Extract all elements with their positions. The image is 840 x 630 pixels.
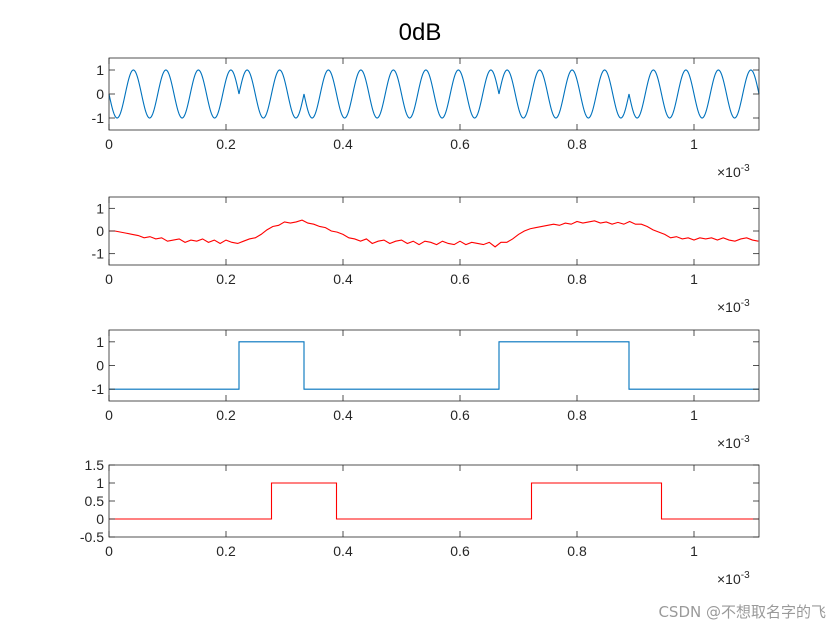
series-line — [109, 219, 759, 248]
y-tick-label: 1 — [96, 334, 104, 350]
x-tick-label: 0.2 — [216, 271, 236, 287]
x-tick-label: 0.2 — [216, 136, 236, 152]
watermark: CSDN @不想取名字的飞 — [658, 603, 826, 621]
x-tick-label: 0.6 — [450, 271, 470, 287]
axes-box — [108, 196, 760, 266]
y-tick-label: 0 — [96, 358, 104, 374]
x-tick-label: 1 — [690, 136, 698, 152]
x-tick-label: 1 — [690, 543, 698, 559]
x-tick-label: 0.4 — [333, 271, 353, 287]
x-tick-label: 1 — [690, 271, 698, 287]
x-tick-label: 0.2 — [216, 407, 236, 423]
subplot-2: 0 0.2 0.4 0.6 0.8 110-1×10-3 — [92, 196, 760, 315]
x-exponent-label: ×10-3 — [717, 570, 750, 587]
series-line — [109, 482, 759, 520]
y-tick-label: 0.5 — [85, 493, 105, 509]
x-tick-label: 0.8 — [567, 543, 587, 559]
x-tick-label: 0.2 — [216, 543, 236, 559]
y-tick-label: 1 — [96, 200, 104, 216]
y-tick-label: 0 — [96, 86, 104, 102]
x-tick-label: 0.6 — [450, 136, 470, 152]
x-tick-label: 0 — [105, 543, 113, 559]
x-tick-label: 0.4 — [333, 543, 353, 559]
y-tick-label: 0 — [96, 223, 104, 239]
x-exponent-label: ×10-3 — [717, 163, 750, 180]
y-tick-label: -1 — [92, 246, 105, 262]
series-line — [109, 341, 759, 390]
y-tick-label: 1 — [96, 62, 104, 78]
x-tick-label: 0.6 — [450, 543, 470, 559]
subplot-3: 0 0.2 0.4 0.6 0.8 110-1×10-3 — [92, 329, 760, 451]
subplot-4: 0 0.2 0.4 0.6 0.8 11.510.50-0.5×10-3 — [80, 457, 760, 587]
axes-box — [108, 329, 760, 402]
x-tick-label: 0 — [105, 407, 113, 423]
x-exponent-label: ×10-3 — [717, 434, 750, 451]
x-tick-label: 0 — [105, 136, 113, 152]
x-tick-label: 0.8 — [567, 271, 587, 287]
x-tick-label: 0.8 — [567, 136, 587, 152]
y-tick-label: 0 — [96, 511, 104, 527]
x-tick-label: 0.8 — [567, 407, 587, 423]
y-tick-label: 1.5 — [85, 457, 105, 473]
x-tick-label: 0.6 — [450, 407, 470, 423]
x-tick-label: 0.4 — [333, 136, 353, 152]
y-tick-label: -1 — [92, 110, 105, 126]
y-tick-label: -0.5 — [80, 529, 104, 545]
x-tick-label: 1 — [690, 407, 698, 423]
subplot-1: 0 0.2 0.4 0.6 0.8 110-1×10-3 — [92, 57, 760, 180]
y-tick-label: 1 — [96, 475, 104, 491]
x-tick-label: 0.4 — [333, 407, 353, 423]
x-tick-label: 0 — [105, 271, 113, 287]
x-exponent-label: ×10-3 — [717, 298, 750, 315]
figure-title: 0dB — [399, 19, 442, 46]
series-line — [108, 69, 760, 119]
y-tick-label: -1 — [92, 381, 105, 397]
